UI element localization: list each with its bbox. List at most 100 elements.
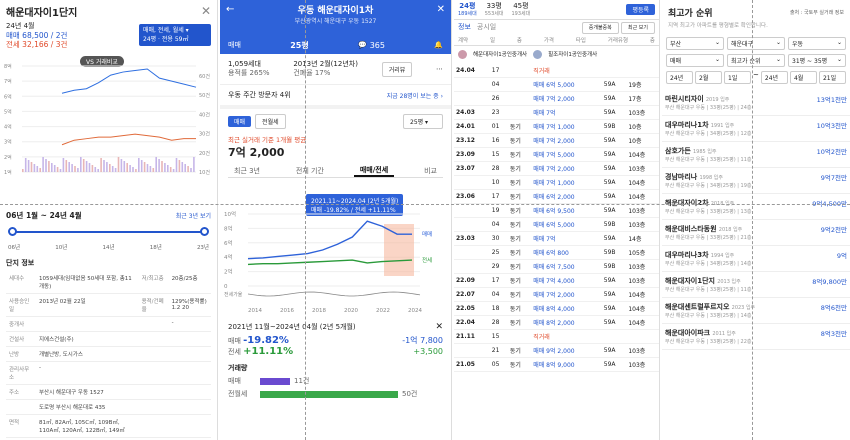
trade-type-selector[interactable]: 매매, 전세, 월세 ▾ 24평 · 전용 59㎡: [139, 24, 211, 46]
volume-bar: [103, 160, 105, 172]
district-select[interactable]: 해운대구 ⌄: [727, 37, 785, 50]
volume-bar: [53, 165, 56, 172]
row-month: 22.09: [454, 273, 490, 288]
table-row[interactable]: 10 동기 매매 7억 1,000 59A 104층: [454, 175, 659, 190]
list-item[interactable]: 해운대자이1단지 2013 입주 부산 해운대구 우동 | 33평(25평) | …: [662, 271, 850, 298]
close-icon[interactable]: ✕: [435, 322, 443, 332]
table-row[interactable]: 21.05 05 동기 매매 8억 9,000 59A 103층: [454, 357, 659, 372]
info-value: 129%(용적률) 1.2 20: [168, 293, 211, 317]
chart-tooltip: 2021.11~2024.04 (2년 5개월) 매매 -19.82% / 전세…: [306, 194, 404, 216]
date-select[interactable]: 1일: [724, 71, 752, 84]
table-row[interactable]: 19 동기 매매 6억 9,500 59A 103층: [454, 203, 659, 218]
date-select[interactable]: 4월: [789, 71, 817, 84]
table-row[interactable]: 23.09 15 동기 매매 7억 5,000 59A 104층: [454, 147, 659, 162]
filter-recent[interactable]: 최근 보기: [621, 22, 655, 34]
tab-rent[interactable]: 전월세: [255, 114, 286, 129]
list-item[interactable]: 해운대센트럴푸르지오 2023 입주 부산 해운대구 우동 | 33평(25평) …: [662, 297, 850, 324]
table-row[interactable]: 23.07 28 동기 매매 7억 2,000 59A 103층: [454, 161, 659, 176]
range-start-handle[interactable]: [8, 227, 17, 236]
size-tab[interactable]: 45평 193세대: [512, 2, 531, 18]
size-dropdown[interactable]: 25평: [290, 40, 309, 50]
dong-select[interactable]: 우동 ⌄: [788, 37, 846, 50]
table-row[interactable]: 21.11 15 직거래: [454, 329, 659, 344]
close-icon[interactable]: ✕: [200, 4, 211, 18]
list-item[interactable]: 해운대아이파크 2011 입주 부산 해운대구 우동 | 33평(25평) | 2…: [662, 323, 850, 350]
subtab-info[interactable]: 정보: [458, 23, 471, 31]
date-select[interactable]: 24년: [666, 71, 694, 84]
street-view-button[interactable]: 거리뷰: [381, 61, 413, 77]
agent-name[interactable]: 힐조자이1공인중개사: [548, 52, 598, 58]
table-row[interactable]: 24.03 23 매매 7억 59A 103층: [454, 105, 659, 120]
period-tab-3y[interactable]: 최근 3년: [234, 166, 260, 175]
list-item[interactable]: 대우마리나1차 1991 입주 부산 해운대구 우동 | 34평(25평) | 1…: [662, 115, 850, 142]
subtab-notice[interactable]: 공시일: [476, 23, 497, 31]
range-slider[interactable]: [8, 225, 209, 239]
table-row[interactable]: 23.12 16 동기 매매 7억 2,000 59A 10층: [454, 133, 659, 148]
close-icon[interactable]: ✕: [436, 4, 445, 15]
register-size-button[interactable]: 평등록: [626, 4, 655, 15]
table-row[interactable]: 04 매매 6억 5,000 59A 19층: [454, 77, 659, 92]
back-arrow-icon[interactable]: ←: [226, 4, 235, 15]
row-day: 28: [489, 315, 508, 330]
recent-3y-link[interactable]: 최근 3년 보기: [175, 213, 211, 220]
date-select[interactable]: 2월: [695, 71, 723, 84]
info-value: 2013년 02월 22일: [36, 293, 139, 317]
area-select[interactable]: 31평 ~ 35평 ⌄: [788, 54, 846, 67]
size-tab[interactable]: 24평 189세대: [458, 2, 477, 18]
row-month: 24.01: [454, 119, 490, 134]
tab-sale[interactable]: 매매: [228, 116, 252, 127]
row-floor: 104층: [626, 301, 659, 316]
list-item[interactable]: 해운대자이2차 2018 입주 부산 해운대구 우동 | 33평(25평) | 1…: [662, 193, 850, 220]
row-day: 25: [489, 245, 508, 260]
col-header: 가격: [543, 37, 554, 44]
table-row[interactable]: 24.04 17 직거래: [454, 64, 659, 78]
guide-line: [0, 204, 850, 205]
range-end-handle[interactable]: [200, 227, 209, 236]
table-row[interactable]: 04 동기 매매 6억 5,000 59B 103층: [454, 217, 659, 232]
city-select[interactable]: 부산 ⌄: [666, 37, 724, 50]
table-row[interactable]: 29 동기 매매 6억 7,500 59B 103층: [454, 259, 659, 274]
row-floor: 105층: [626, 245, 659, 260]
period-tab-compare[interactable]: 비교: [424, 166, 437, 175]
info-row: 도로명 부산시 해운대로 435: [6, 399, 211, 415]
trade-type-select[interactable]: 매매 ⌄: [666, 54, 724, 67]
list-item[interactable]: 마린시티자이 2019 입주 부산 해운대구 우동 | 33평(25평) | 24…: [662, 90, 850, 116]
list-item[interactable]: 해운대비스타동원 2018 입주 부산 해운대구 우동 | 33평(25평) | …: [662, 219, 850, 246]
table-row[interactable]: 25 동기 매매 6억 800 59B 105층: [454, 245, 659, 260]
agent-name[interactable]: 해운대자이1공인중개사: [473, 52, 528, 58]
row-day: 29: [489, 259, 508, 274]
table-row[interactable]: 24.01 01 동기 매매 7억 1,000 59B 10층: [454, 119, 659, 134]
viewers-link[interactable]: 지금 28명이 보는 중 ›: [386, 92, 443, 100]
list-item[interactable]: 대우마리나3차 1994 입주 부산 해운대구 우동 | 34평(25평) | 1…: [662, 245, 850, 272]
filter-agent[interactable]: 중개불중복: [581, 22, 619, 34]
sort-select[interactable]: 최고가 순위 ⌄: [727, 54, 785, 67]
table-row[interactable]: 22.09 17 동기 매매 7억 4,000 59A 103층: [454, 273, 659, 288]
table-row[interactable]: 26 매매 7억 2,000 59A 17층: [454, 91, 659, 106]
share-icon[interactable]: ⋯: [436, 65, 443, 73]
list-item[interactable]: 경남마리나 1998 입주 부산 해운대구 우동 | 34평(25평) | 19층…: [662, 167, 850, 194]
volume-bar: [129, 165, 131, 172]
sale-tab[interactable]: 매매: [228, 41, 241, 49]
comments-button[interactable]: 💬 365: [358, 41, 385, 50]
info-key: 면적: [6, 414, 36, 438]
table-row[interactable]: 22.05 18 동기 매매 8억 4,000 59A 104층: [454, 301, 659, 316]
list-item[interactable]: 삼호가든 1985 입주 부산 해운대구 우동 | 33평(25평) | 11층 1…: [662, 141, 850, 168]
date-select[interactable]: 24년: [760, 71, 788, 84]
table-row[interactable]: 23.06 17 동기 매매 6억 2,000 59A 104층: [454, 189, 659, 204]
ranking-subtitle: 지역 최고가 아파트를 평형별로 확인합니다.: [668, 23, 768, 29]
tooltip-change: 매매 -19.82% / 전세 +11.11%: [311, 207, 396, 214]
size-tab[interactable]: 33평 553세대: [485, 2, 504, 18]
bell-icon[interactable]: 🔔: [434, 41, 443, 49]
comment-icon: 💬: [357, 41, 367, 49]
row-type: 59A: [601, 147, 627, 162]
apt-year: 1994 입주: [710, 253, 735, 259]
size-select[interactable]: 25평 ▾: [403, 114, 443, 129]
period-tab-sale-jeonse[interactable]: 매매/전세: [353, 165, 395, 177]
table-row[interactable]: 22.04 28 동기 매매 8억 2,000 59A 104층: [454, 315, 659, 330]
table-row[interactable]: 21 동기 매매 9억 2,000 59A 103층: [454, 343, 659, 358]
compare-pill[interactable]: VS 거래비교: [80, 56, 124, 67]
date-select[interactable]: 21일: [818, 71, 846, 84]
table-row[interactable]: 22.07 04 동기 매매 7억 2,000 59A 104층: [454, 287, 659, 302]
period-tab-all[interactable]: 전체 기간: [295, 166, 324, 175]
table-row[interactable]: 23.03 30 동기 매매 7억 59A 14층: [454, 231, 659, 246]
